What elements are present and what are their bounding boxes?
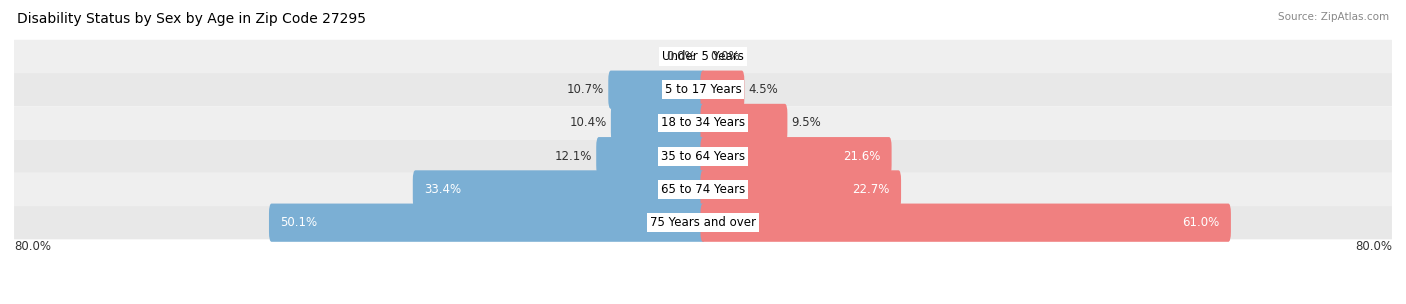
FancyBboxPatch shape <box>700 71 744 109</box>
Text: Disability Status by Sex by Age in Zip Code 27295: Disability Status by Sex by Age in Zip C… <box>17 12 366 26</box>
Text: 22.7%: 22.7% <box>852 183 890 196</box>
FancyBboxPatch shape <box>609 71 706 109</box>
Text: 10.4%: 10.4% <box>569 116 606 130</box>
FancyBboxPatch shape <box>14 73 1392 106</box>
Text: 12.1%: 12.1% <box>554 150 592 163</box>
Text: 33.4%: 33.4% <box>425 183 461 196</box>
FancyBboxPatch shape <box>14 140 1392 173</box>
FancyBboxPatch shape <box>14 40 1392 73</box>
Text: 80.0%: 80.0% <box>1355 240 1392 253</box>
FancyBboxPatch shape <box>413 170 706 209</box>
Text: Under 5 Years: Under 5 Years <box>662 50 744 63</box>
Text: 75 Years and over: 75 Years and over <box>650 216 756 229</box>
FancyBboxPatch shape <box>14 206 1392 239</box>
FancyBboxPatch shape <box>700 137 891 175</box>
FancyBboxPatch shape <box>596 137 706 175</box>
Text: 10.7%: 10.7% <box>567 83 605 96</box>
Text: 0.0%: 0.0% <box>666 50 696 63</box>
FancyBboxPatch shape <box>14 173 1392 206</box>
Text: 65 to 74 Years: 65 to 74 Years <box>661 183 745 196</box>
Text: Source: ZipAtlas.com: Source: ZipAtlas.com <box>1278 12 1389 22</box>
FancyBboxPatch shape <box>700 104 787 142</box>
Text: 18 to 34 Years: 18 to 34 Years <box>661 116 745 130</box>
Text: 5 to 17 Years: 5 to 17 Years <box>665 83 741 96</box>
Text: 0.0%: 0.0% <box>710 50 740 63</box>
FancyBboxPatch shape <box>14 106 1392 140</box>
FancyBboxPatch shape <box>269 204 706 242</box>
Text: 80.0%: 80.0% <box>14 240 51 253</box>
Text: 50.1%: 50.1% <box>280 216 318 229</box>
FancyBboxPatch shape <box>700 170 901 209</box>
FancyBboxPatch shape <box>610 104 706 142</box>
FancyBboxPatch shape <box>700 204 1230 242</box>
Text: 21.6%: 21.6% <box>844 150 880 163</box>
Text: 61.0%: 61.0% <box>1182 216 1219 229</box>
Text: 35 to 64 Years: 35 to 64 Years <box>661 150 745 163</box>
Text: 9.5%: 9.5% <box>792 116 821 130</box>
Text: 4.5%: 4.5% <box>748 83 779 96</box>
